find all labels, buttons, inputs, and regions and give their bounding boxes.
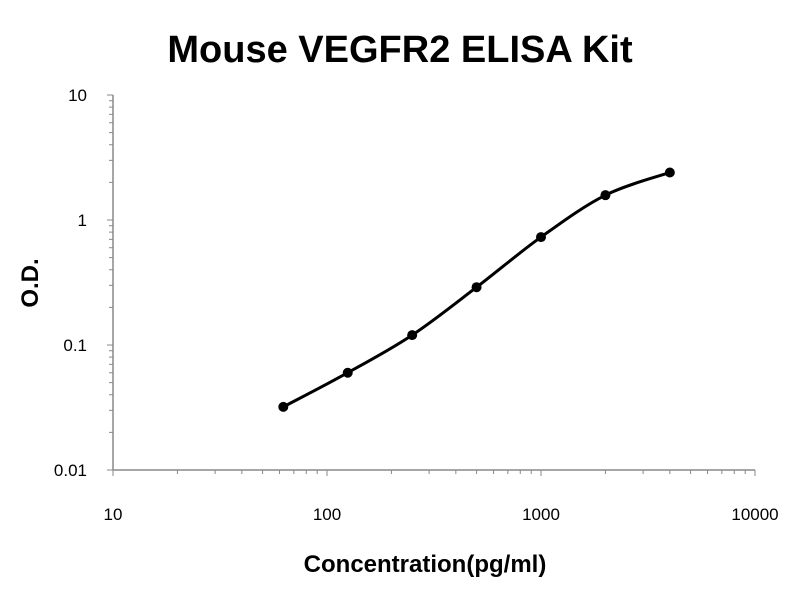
chart-title: Mouse VEGFR2 ELISA Kit [167, 29, 633, 71]
data-point [342, 367, 353, 378]
y-tick-label: 10 [68, 86, 87, 105]
x-axis-label: Concentration(pg/ml) [304, 551, 547, 578]
data-point [600, 190, 611, 201]
x-tick-label: 100 [313, 505, 341, 524]
data-point [471, 282, 482, 293]
y-tick-label: 0.01 [54, 461, 87, 480]
x-tick-label: 1000 [522, 505, 560, 524]
data-point [407, 330, 418, 341]
data-point [536, 232, 546, 243]
x-tick-label: 10000 [731, 505, 778, 524]
y-axis-label: O.D. [17, 258, 44, 307]
data-point [664, 167, 675, 178]
x-tick-label: 10 [104, 505, 123, 524]
y-tick-label: 1 [78, 211, 87, 230]
data-point [278, 401, 289, 412]
y-tick-label: 0.1 [63, 336, 87, 355]
